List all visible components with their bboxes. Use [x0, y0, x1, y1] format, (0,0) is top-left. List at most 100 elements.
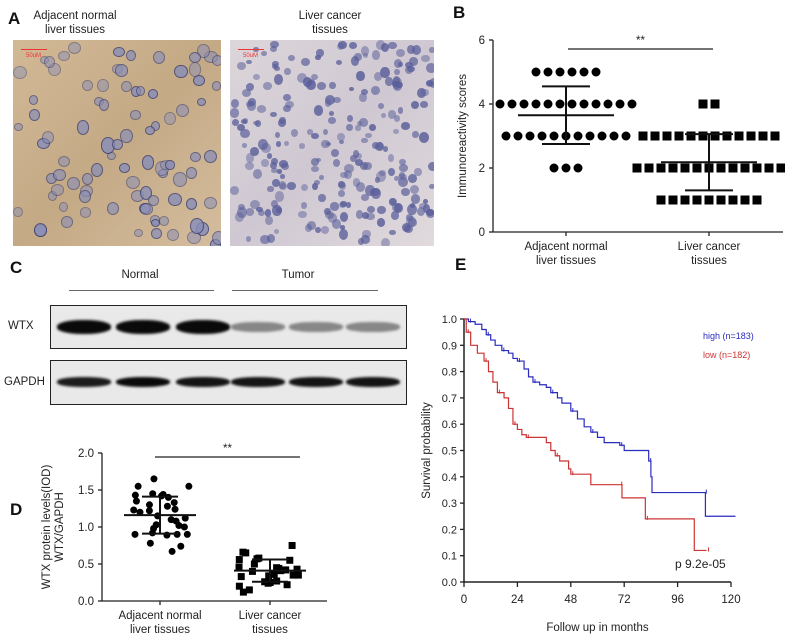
data-point [728, 163, 738, 173]
nucleus [370, 188, 380, 197]
nucleus [371, 85, 381, 96]
nucleus [360, 88, 368, 95]
nucleus [375, 141, 385, 152]
data-point [621, 131, 631, 141]
nucleus [78, 190, 91, 204]
data-point [686, 131, 696, 141]
nucleus [240, 128, 250, 138]
nucleus [350, 154, 357, 162]
nucleus [230, 108, 239, 118]
title-line: Adjacent normal [33, 10, 117, 22]
nucleus [362, 53, 369, 59]
nucleus [13, 207, 23, 218]
nucleus [147, 194, 159, 206]
data-point [180, 523, 188, 531]
nucleus [387, 110, 396, 119]
nucleus [354, 158, 363, 167]
nucleus [343, 169, 353, 180]
data-point [591, 67, 601, 77]
nucleus [339, 200, 347, 208]
nucleus [310, 165, 320, 173]
nucleus [112, 46, 126, 58]
nucleus [241, 88, 252, 98]
nucleus [272, 179, 280, 188]
nucleus [52, 169, 67, 181]
nucleus [426, 80, 434, 88]
nucleus [325, 141, 332, 147]
nucleus [279, 173, 286, 179]
nucleus [58, 50, 70, 61]
nucleus [316, 82, 327, 90]
nucleus [376, 40, 386, 50]
nucleus [290, 129, 298, 137]
data-point [286, 556, 294, 564]
nucleus [246, 208, 255, 216]
nucleus [211, 230, 221, 246]
legend-high: high (n=183) [703, 331, 754, 341]
nucleus [355, 209, 364, 219]
nucleus [414, 167, 422, 177]
nucleus [380, 112, 387, 119]
data-point [668, 195, 678, 205]
data-point [549, 131, 559, 141]
nucleus [252, 74, 260, 81]
data-point [170, 499, 178, 507]
nucleus [408, 57, 419, 66]
nucleus [404, 66, 413, 75]
data-point [168, 547, 176, 555]
data-point [638, 131, 648, 141]
data-point [680, 163, 690, 173]
data-point [752, 195, 762, 205]
nucleus [141, 155, 155, 170]
nucleus [14, 122, 24, 131]
nucleus [13, 66, 27, 80]
nucleus [284, 68, 291, 75]
nucleus [388, 41, 397, 50]
scale-bar [238, 49, 264, 50]
nucleus [391, 211, 400, 220]
nucleus [308, 79, 315, 85]
nucleus [189, 218, 204, 234]
y-tick-label: 2.0 [78, 448, 94, 460]
x-tick-label: Adjacent normal [118, 610, 201, 622]
nucleus [315, 55, 321, 60]
group-label-tumor: Tumor [281, 269, 315, 281]
y-tick-label: 0.5 [78, 559, 94, 571]
nucleus [314, 105, 324, 116]
nucleus [302, 76, 313, 87]
western-blot-gapdh [50, 360, 407, 405]
blot-band [289, 377, 343, 387]
data-point [145, 507, 153, 515]
nucleus [377, 218, 386, 227]
nucleus [410, 194, 421, 205]
data-point [265, 572, 273, 580]
blot-band [57, 377, 111, 387]
nucleus [241, 118, 248, 124]
nucleus [310, 73, 318, 80]
data-point [264, 579, 272, 587]
nucleus [152, 50, 166, 65]
tissue-title-cancer: Liver cancer tissues [280, 9, 380, 37]
data-point [543, 67, 553, 77]
nucleus [311, 183, 318, 191]
nucleus [301, 202, 308, 209]
nucleus [267, 186, 274, 192]
nucleus [261, 158, 270, 167]
nucleus [328, 110, 334, 116]
nucleus [188, 51, 202, 64]
x-tick-label: Liver cancer [678, 241, 741, 253]
ihc-image-normal: 50uM [13, 40, 221, 246]
nucleus [420, 54, 430, 63]
nucleus [338, 228, 348, 240]
nucleus [400, 187, 411, 197]
nucleus [253, 120, 260, 126]
data-point [519, 99, 529, 109]
blot-band [231, 322, 285, 332]
nucleus [389, 229, 396, 235]
nucleus [249, 147, 259, 157]
nucleus [352, 178, 361, 187]
data-point [245, 586, 253, 594]
nucleus [321, 139, 330, 148]
nucleus [340, 172, 348, 179]
data-point [181, 514, 189, 522]
